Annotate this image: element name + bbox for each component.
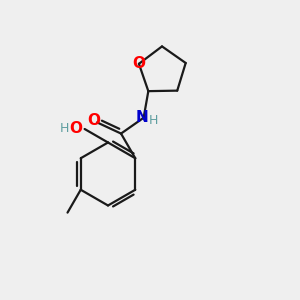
Text: O: O — [69, 121, 82, 136]
Text: H: H — [60, 122, 69, 135]
Text: H: H — [148, 114, 158, 127]
Text: O: O — [132, 56, 146, 71]
Text: O: O — [87, 113, 100, 128]
Text: N: N — [136, 110, 148, 125]
